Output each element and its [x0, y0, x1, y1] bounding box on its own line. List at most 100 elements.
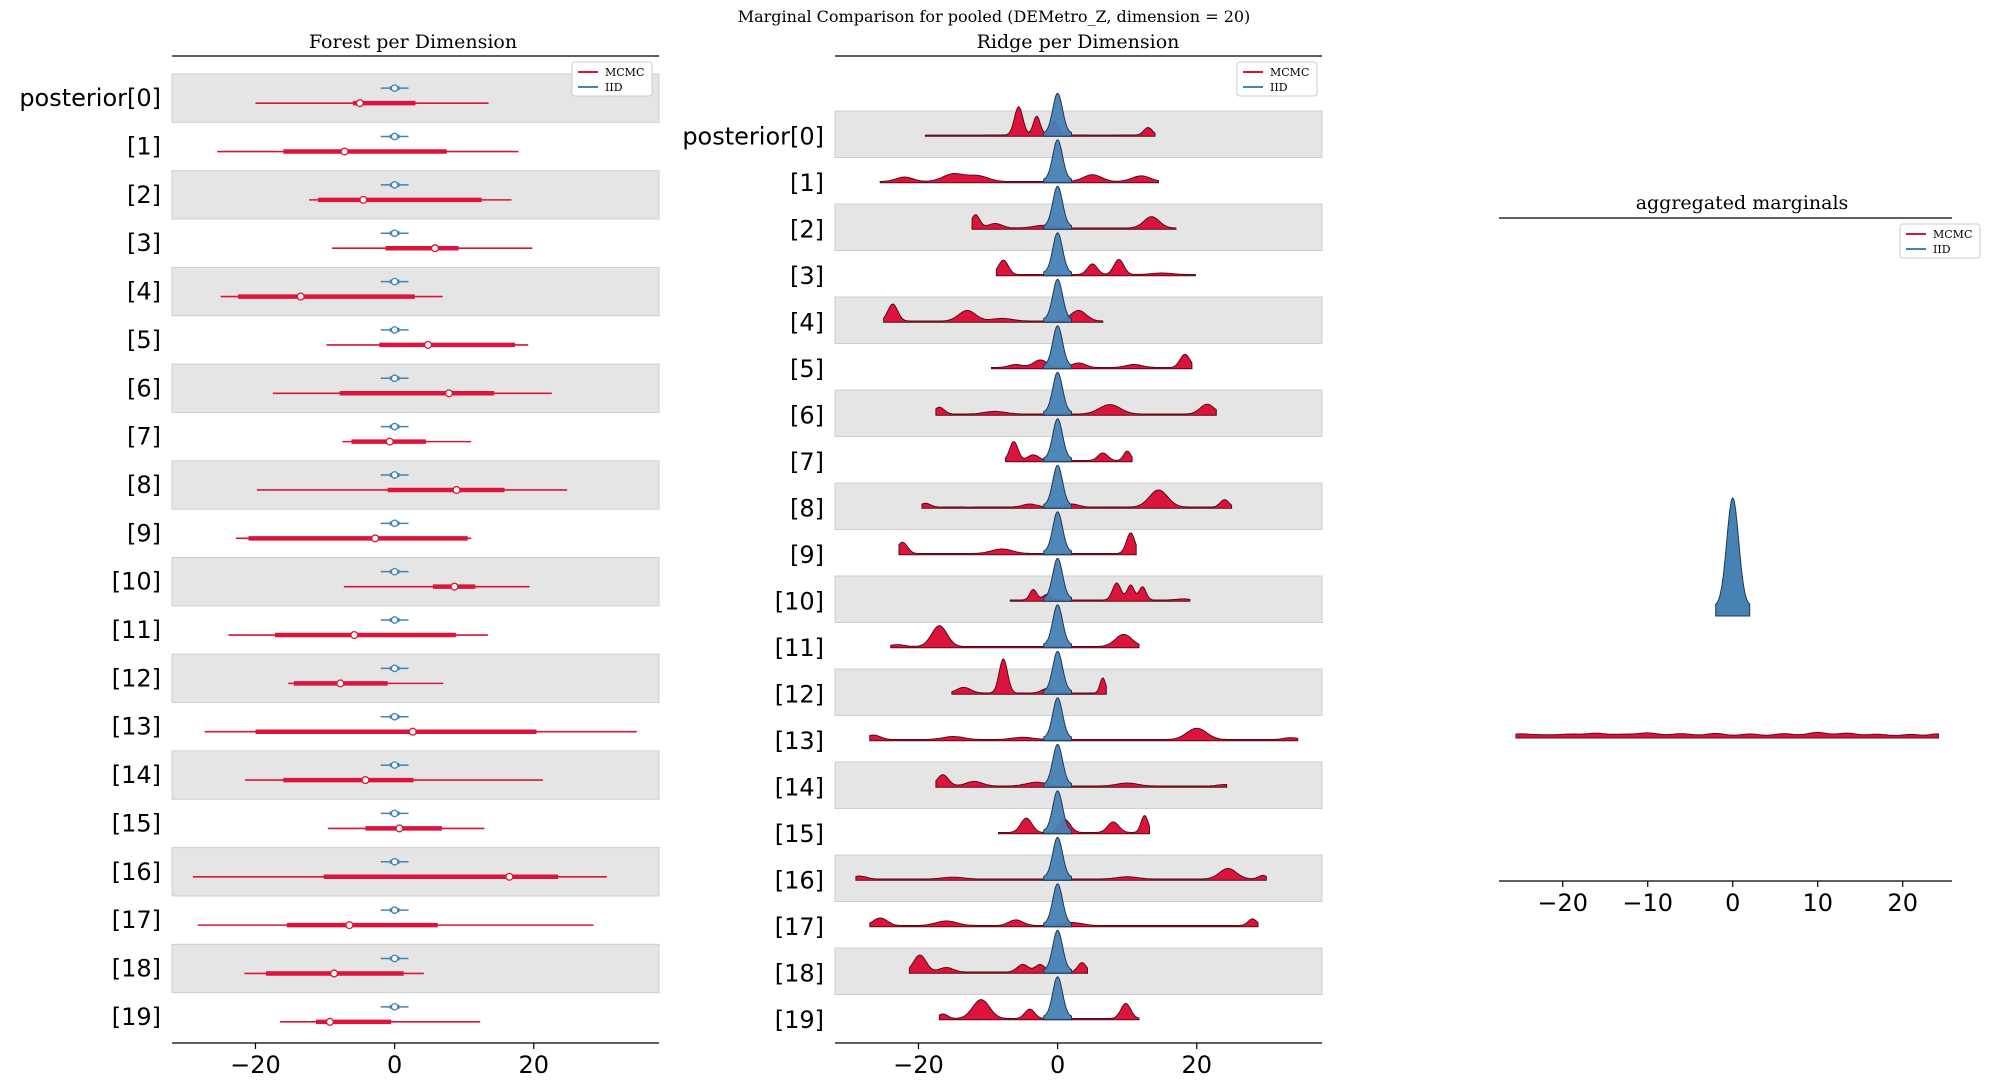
forest-iid-median: [390, 374, 399, 383]
aggregated-iid-density: [1715, 497, 1751, 617]
ridge-mcmc-density: [890, 625, 1140, 649]
ridge-row-label: [10]: [775, 587, 824, 615]
forest-mcmc-median: [345, 921, 354, 930]
forest-row-label: [6]: [127, 374, 161, 402]
ridge-iid-density: [1043, 92, 1072, 137]
ridge-row-label: [2]: [790, 215, 824, 243]
ridge-row-label: [4]: [790, 308, 824, 336]
ridge-x-tick-label: −20: [893, 1051, 944, 1079]
ridge-row-band: [834, 110, 1323, 158]
ridge-row-label: [9]: [790, 541, 824, 569]
ridge-row-label: [3]: [790, 262, 824, 290]
forest-row-label: [18]: [112, 954, 161, 982]
ridge-iid-density: [1043, 418, 1072, 463]
forest-x-tick-label: 0: [387, 1051, 402, 1079]
ridge-iid-density: [1043, 604, 1072, 649]
ridge-iid-density: [1043, 743, 1072, 788]
forest-row-band: [171, 943, 660, 994]
ridge-row-label: [11]: [775, 634, 824, 662]
forest-iid-median: [390, 664, 399, 673]
forest-iid-median: [390, 809, 399, 818]
ridge-mcmc-density: [898, 532, 1137, 556]
forest-mcmc-median: [505, 872, 514, 881]
ridge-legend-mcmc-label: MCMC: [1270, 66, 1309, 79]
forest-row-band: [171, 266, 660, 317]
ridge-row-label: [7]: [790, 448, 824, 476]
forest-mcmc-median: [430, 244, 440, 253]
ridge-iid-density: [1043, 139, 1072, 184]
aggregated-x-tick-label: 10: [1802, 889, 1833, 917]
aggregated-x-tick-label: −20: [1537, 889, 1588, 917]
ridge-row-label: [18]: [775, 959, 824, 987]
forest-row-label: [13]: [112, 713, 161, 741]
ridge-x-tick-label: 0: [1050, 1051, 1065, 1079]
forest-row-label: posterior[0]: [19, 84, 161, 112]
ridge-title: Ridge per Dimension: [977, 31, 1180, 53]
ridge-mcmc-density: [991, 353, 1193, 370]
ridge-iid-density: [1043, 464, 1072, 509]
forest-mcmc-median: [340, 147, 349, 156]
ridge-row-band: [834, 761, 1323, 809]
ridge-mcmc-density: [1009, 582, 1191, 602]
forest-iid-median: [390, 857, 399, 866]
ridge-mcmc-density: [951, 658, 1107, 695]
forest-iid-median: [390, 132, 399, 141]
forest-row-label: [2]: [127, 181, 161, 209]
forest-iid-median: [390, 616, 399, 624]
forest-row-label: [15]: [112, 809, 161, 837]
forest-mcmc-median: [325, 1017, 334, 1026]
ridge-mcmc-density: [921, 489, 1233, 509]
forest-row-label: [9]: [127, 519, 161, 547]
ridge-row-band: [834, 389, 1323, 437]
forest-iid-median: [390, 181, 399, 189]
forest-mcmc-median: [408, 727, 417, 736]
aggregated-mcmc-density: [1515, 732, 1939, 739]
ridge-mcmc-density: [879, 173, 1159, 184]
forest-iid-median: [390, 761, 399, 769]
ridge-iid-density: [1043, 232, 1072, 277]
forest-row-label: [11]: [112, 616, 161, 644]
forest-mcmc-median: [452, 485, 461, 495]
forest-iid-median: [390, 277, 399, 286]
forest-row-label: [4]: [127, 278, 161, 306]
forest-iid-median: [390, 712, 399, 721]
ridge-mcmc-density: [938, 999, 1140, 1021]
forest-row-label: [17]: [112, 906, 161, 934]
forest-iid-median: [390, 422, 399, 431]
ridge-iid-density: [1043, 883, 1072, 928]
ridge-row-label: [15]: [775, 820, 824, 848]
forest-x-tick-label: −20: [230, 1051, 281, 1079]
forest-iid-median: [390, 471, 399, 479]
forest-mcmc-median: [330, 969, 339, 978]
forest-row-label: [16]: [112, 858, 161, 886]
ridge-iid-density: [1043, 325, 1072, 370]
forest-iid-median: [390, 906, 399, 914]
ridge-row-label: [6]: [790, 401, 824, 429]
forest-row-label: [8]: [127, 471, 161, 499]
ridge-iid-density: [1043, 511, 1072, 556]
ridge-mcmc-density: [995, 258, 1196, 277]
forest-legend-mcmc-label: MCMC: [605, 66, 644, 79]
aggregated-x-tick-label: 0: [1725, 889, 1740, 917]
forest-iid-median: [390, 84, 399, 93]
ridge-mcmc-density: [971, 214, 1177, 230]
forest-row-label: [1]: [127, 133, 161, 161]
forest-row-label: [3]: [127, 229, 161, 257]
forest-row-band: [171, 653, 660, 704]
ridge-x-tick-label: 20: [1181, 1051, 1212, 1079]
ridge-row-label: [16]: [775, 866, 824, 894]
ridge-row-band: [834, 575, 1323, 623]
forest-mcmc-median: [423, 340, 433, 349]
forest-row-band: [171, 847, 660, 897]
ridge-iid-density: [1043, 976, 1072, 1021]
forest-row-band: [171, 363, 660, 413]
ridge-row-label: posterior[0]: [682, 122, 824, 150]
ridge-iid-density: [1043, 836, 1072, 881]
ridge-iid-density: [1043, 278, 1072, 323]
forest-row-label: [10]: [112, 568, 161, 596]
ridge-iid-density: [1043, 697, 1072, 742]
ridge-iid-density: [1043, 371, 1072, 416]
ridge-mcmc-density: [869, 727, 1299, 742]
forest-iid-median: [390, 567, 399, 576]
